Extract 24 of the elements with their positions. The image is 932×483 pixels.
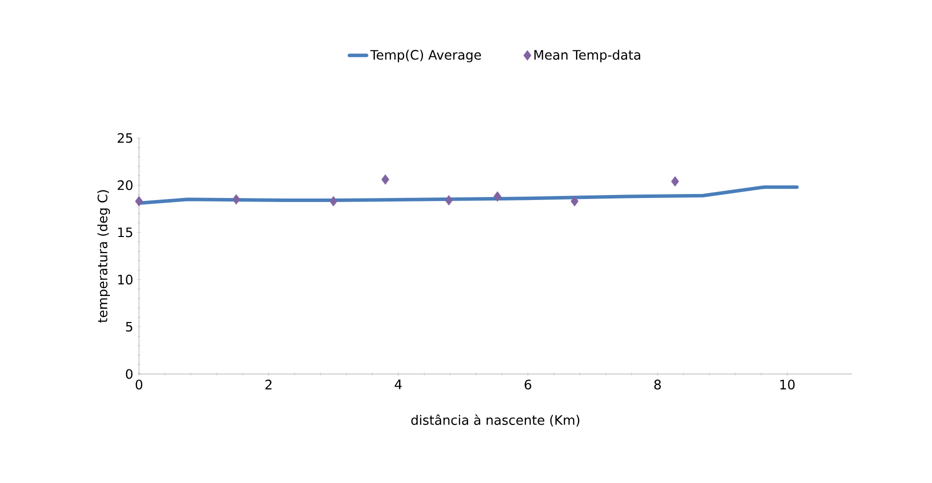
point — [135, 196, 143, 206]
point — [232, 194, 240, 205]
x-tick-label: 10 — [780, 380, 795, 390]
point — [671, 176, 680, 187]
point — [381, 174, 390, 185]
y-tick-label: 20 — [118, 180, 132, 190]
y-tick-label: 15 — [118, 228, 132, 238]
y-tick-label: 0 — [126, 369, 132, 379]
y-axis-title: temperatura (deg C) — [97, 190, 110, 323]
point — [444, 195, 453, 206]
point — [494, 191, 502, 202]
x-tick-label: 4 — [394, 380, 402, 390]
legend-label: Temp(C) Average — [370, 50, 481, 62]
y-tick-label: 25 — [118, 133, 132, 143]
x-tick-label: 0 — [136, 380, 142, 390]
y-tick-label: 5 — [126, 322, 132, 332]
x-tick-label: 2 — [265, 380, 272, 390]
legend-label: Mean Temp-data — [534, 50, 640, 62]
x-tick-label: 6 — [524, 380, 532, 390]
point — [570, 196, 579, 206]
x-axis-title: distância à nascente (Km) — [411, 414, 580, 426]
y-tick-label: 10 — [118, 274, 132, 285]
point — [330, 196, 338, 206]
x-tick-label: 8 — [654, 380, 661, 390]
